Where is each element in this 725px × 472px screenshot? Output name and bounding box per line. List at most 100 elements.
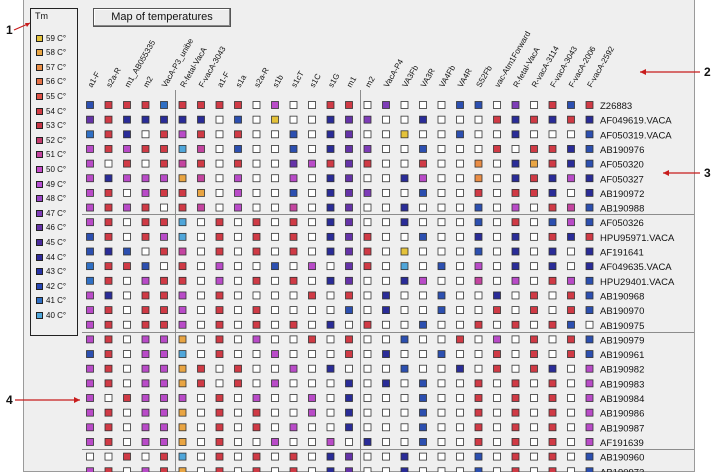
heatmap-cell[interactable] — [123, 232, 131, 241]
heatmap-cell[interactable] — [326, 350, 335, 358]
heatmap-cell[interactable] — [178, 188, 187, 197]
heatmap-cell[interactable] — [86, 467, 94, 472]
map-of-temperatures-button[interactable]: Map of temperatures — [93, 8, 231, 27]
heatmap-cell[interactable] — [289, 276, 298, 285]
heatmap-cell[interactable] — [530, 335, 538, 344]
heatmap-cell[interactable] — [419, 394, 427, 402]
heatmap-cell[interactable] — [493, 247, 501, 256]
heatmap-cell[interactable] — [419, 130, 427, 139]
heatmap-cell[interactable] — [160, 423, 168, 432]
heatmap-cell[interactable] — [215, 364, 224, 373]
heatmap-cell[interactable] — [567, 159, 575, 168]
heatmap-cell[interactable] — [511, 232, 520, 241]
heatmap-cell[interactable] — [215, 423, 224, 432]
heatmap-cell[interactable] — [437, 291, 446, 300]
heatmap-cell[interactable] — [382, 262, 390, 271]
heatmap-cell[interactable] — [437, 174, 446, 183]
heatmap-cell[interactable] — [548, 452, 557, 461]
heatmap-cell[interactable] — [456, 408, 464, 417]
heatmap-cell[interactable] — [178, 364, 187, 373]
heatmap-cell[interactable] — [493, 218, 501, 227]
heatmap-cell[interactable] — [104, 232, 113, 241]
heatmap-cell[interactable] — [252, 262, 261, 271]
heatmap-cell[interactable] — [141, 291, 150, 300]
heatmap-cell[interactable] — [86, 291, 94, 300]
heatmap-cell[interactable] — [474, 218, 483, 227]
heatmap-cell[interactable] — [493, 232, 501, 241]
heatmap-cell[interactable] — [345, 218, 353, 227]
heatmap-cell[interactable] — [530, 408, 538, 417]
heatmap-cell[interactable] — [474, 350, 483, 358]
heatmap-cell[interactable] — [456, 218, 464, 227]
heatmap-cell[interactable] — [511, 174, 520, 183]
heatmap-cell[interactable] — [567, 438, 575, 446]
heatmap-cell[interactable] — [178, 247, 187, 256]
heatmap-cell[interactable] — [419, 379, 427, 388]
heatmap-cell[interactable] — [234, 394, 242, 402]
heatmap-cell[interactable] — [345, 452, 353, 461]
heatmap-cell[interactable] — [123, 467, 131, 472]
heatmap-cell[interactable] — [141, 188, 150, 197]
heatmap-cell[interactable] — [178, 423, 187, 432]
heatmap-cell[interactable] — [400, 350, 409, 358]
heatmap-cell[interactable] — [493, 408, 501, 417]
heatmap-cell[interactable] — [474, 438, 483, 446]
heatmap-cell[interactable] — [493, 101, 501, 109]
heatmap-cell[interactable] — [567, 232, 575, 241]
heatmap-cell[interactable] — [197, 394, 205, 402]
heatmap-cell[interactable] — [363, 408, 372, 417]
heatmap-cell[interactable] — [456, 452, 464, 461]
heatmap-cell[interactable] — [252, 218, 261, 227]
heatmap-cell[interactable] — [326, 320, 335, 329]
heatmap-cell[interactable] — [548, 467, 557, 472]
heatmap-cell[interactable] — [456, 438, 464, 446]
heatmap-cell[interactable] — [419, 159, 427, 168]
heatmap-cell[interactable] — [363, 203, 372, 212]
heatmap-cell[interactable] — [289, 452, 298, 461]
heatmap-cell[interactable] — [456, 262, 464, 271]
heatmap-cell[interactable] — [419, 320, 427, 329]
heatmap-cell[interactable] — [234, 452, 242, 461]
heatmap-cell[interactable] — [215, 320, 224, 329]
heatmap-cell[interactable] — [197, 174, 205, 183]
heatmap-cell[interactable] — [289, 101, 298, 109]
heatmap-cell[interactable] — [474, 467, 483, 472]
heatmap-cell[interactable] — [567, 145, 575, 153]
heatmap-cell[interactable] — [178, 115, 187, 124]
heatmap-cell[interactable] — [363, 291, 372, 300]
heatmap-cell[interactable] — [530, 101, 538, 109]
heatmap-cell[interactable] — [345, 423, 353, 432]
heatmap-cell[interactable] — [474, 247, 483, 256]
heatmap-cell[interactable] — [400, 364, 409, 373]
heatmap-cell[interactable] — [86, 335, 94, 344]
heatmap-cell[interactable] — [363, 364, 372, 373]
heatmap-cell[interactable] — [197, 276, 205, 285]
heatmap-cell[interactable] — [308, 247, 316, 256]
heatmap-cell[interactable] — [363, 101, 372, 109]
heatmap-cell[interactable] — [548, 115, 557, 124]
heatmap-cell[interactable] — [252, 394, 261, 402]
heatmap-cell[interactable] — [511, 247, 520, 256]
heatmap-cell[interactable] — [345, 101, 353, 109]
heatmap-cell[interactable] — [382, 203, 390, 212]
heatmap-cell[interactable] — [141, 335, 150, 344]
heatmap-cell[interactable] — [178, 262, 187, 271]
heatmap-cell[interactable] — [585, 394, 594, 402]
heatmap-cell[interactable] — [234, 335, 242, 344]
heatmap-cell[interactable] — [493, 423, 501, 432]
heatmap-cell[interactable] — [548, 218, 557, 227]
heatmap-cell[interactable] — [474, 262, 483, 271]
heatmap-cell[interactable] — [104, 320, 113, 329]
heatmap-cell[interactable] — [474, 394, 483, 402]
heatmap-cell[interactable] — [234, 115, 242, 124]
heatmap-cell[interactable] — [178, 306, 187, 315]
heatmap-cell[interactable] — [141, 320, 150, 329]
heatmap-cell[interactable] — [419, 101, 427, 109]
heatmap-cell[interactable] — [104, 291, 113, 300]
heatmap-cell[interactable] — [141, 145, 150, 153]
heatmap-cell[interactable] — [123, 438, 131, 446]
heatmap-cell[interactable] — [363, 306, 372, 315]
heatmap-cell[interactable] — [419, 247, 427, 256]
heatmap-cell[interactable] — [104, 394, 113, 402]
heatmap-cell[interactable] — [530, 247, 538, 256]
